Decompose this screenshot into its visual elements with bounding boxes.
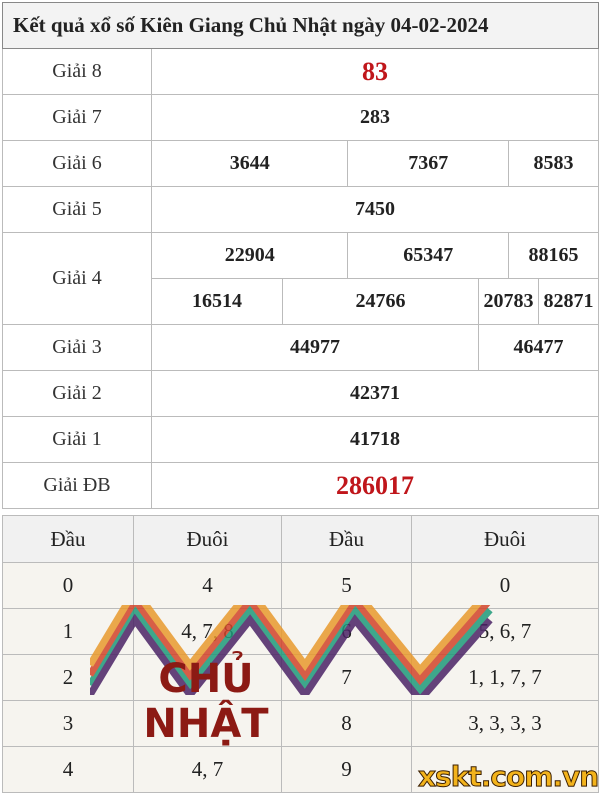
duoi-cell: 4, 7, 8 xyxy=(133,608,282,655)
prize-value: 46477 xyxy=(477,324,600,371)
duoi-cell: 0 xyxy=(411,562,599,609)
dau-cell: 1 xyxy=(2,608,134,655)
special-prize-value: 286017 xyxy=(151,462,599,509)
loto-row: 2 7 1, 1, 7, 7 xyxy=(2,654,599,701)
prize-label: Giải 6 xyxy=(2,140,152,187)
duoi-cell: 4, 7 xyxy=(133,746,282,793)
prize-row-db: Giải ĐB 286017 xyxy=(2,462,599,509)
prize-value: 7450 xyxy=(151,186,599,233)
prize-value: 42371 xyxy=(151,370,599,417)
duoi-cell: 5, 6, 7 xyxy=(411,608,599,655)
prize-value: 22904 xyxy=(150,232,349,279)
page-title: Kết quả xổ số Kiên Giang Chủ Nhật ngày 0… xyxy=(2,2,599,49)
prize-row-g6: Giải 6 3644 7367 8583 xyxy=(2,140,600,187)
prize-value: 65347 xyxy=(347,232,509,279)
prize-row-g8: Giải 8 83 xyxy=(2,48,599,95)
banner-text: CHỦ NHẬT xyxy=(143,656,269,747)
prize-row-g4: Giải 4 22904 65347 88165 xyxy=(2,232,600,325)
prize-row-g2: Giải 2 42371 xyxy=(2,370,599,417)
prize-value: 20783 xyxy=(477,278,539,325)
prize-label: Giải 2 xyxy=(2,370,152,417)
prize-value: 8583 xyxy=(507,140,600,187)
dau-cell: 7 xyxy=(281,654,412,701)
dau-cell: 9 xyxy=(281,746,412,793)
prize-value: 88165 xyxy=(507,232,600,279)
dau-cell: 5 xyxy=(281,562,412,609)
loto-row: 3 8 3, 3, 3, 3 xyxy=(2,700,599,747)
prize-label: Giải 4 xyxy=(2,232,152,325)
site-logo: xskt.com.vn xyxy=(417,760,599,794)
prize-label: Giải 5 xyxy=(2,186,152,233)
duoi-cell: 4 xyxy=(133,562,282,609)
prize-row-g3: Giải 3 44977 46477 xyxy=(2,324,600,371)
header-duoi: Đuôi xyxy=(411,515,599,563)
dau-cell: 6 xyxy=(281,608,412,655)
prize-value: 82871 xyxy=(537,278,600,325)
prize-value: 283 xyxy=(151,94,599,141)
prize-label: Giải 1 xyxy=(2,416,152,463)
dau-cell: 4 xyxy=(2,746,134,793)
header-dau: Đầu xyxy=(281,515,412,563)
duoi-cell: 1, 1, 7, 7 xyxy=(411,654,599,701)
prize-label: Giải 3 xyxy=(2,324,152,371)
prize-value: 83 xyxy=(151,48,599,95)
header-dau: Đầu xyxy=(2,515,134,563)
dau-cell: 0 xyxy=(2,562,134,609)
prize-value: 3644 xyxy=(150,140,349,187)
loto-row: 1 4, 7, 8 6 5, 6, 7 xyxy=(2,608,599,655)
prize-label: Giải ĐB xyxy=(2,462,152,509)
prize-label: Giải 8 xyxy=(2,48,152,95)
prize-value: 44977 xyxy=(151,324,479,371)
prize-value: 16514 xyxy=(151,278,283,325)
prize-row-g1: Giải 1 41718 xyxy=(2,416,599,463)
prize-row-g5: Giải 5 7450 xyxy=(2,186,599,233)
prize-value: 41718 xyxy=(151,416,599,463)
dau-cell: 3 xyxy=(2,700,134,747)
prize-row-g4b: 16514 24766 20783 82871 xyxy=(3,278,600,325)
dau-cell: 2 xyxy=(2,654,134,701)
duoi-cell xyxy=(411,746,599,793)
header-duoi: Đuôi xyxy=(133,515,282,563)
prize-row-g7: Giải 7 283 xyxy=(2,94,599,141)
prize-value: 7367 xyxy=(347,140,509,187)
prize-label: Giải 7 xyxy=(2,94,152,141)
results-table: Kết quả xổ số Kiên Giang Chủ Nhật ngày 0… xyxy=(2,2,600,509)
dau-cell: 8 xyxy=(281,700,412,747)
prize-value: 24766 xyxy=(281,278,479,325)
duoi-cell: 3, 3, 3, 3 xyxy=(411,700,599,747)
